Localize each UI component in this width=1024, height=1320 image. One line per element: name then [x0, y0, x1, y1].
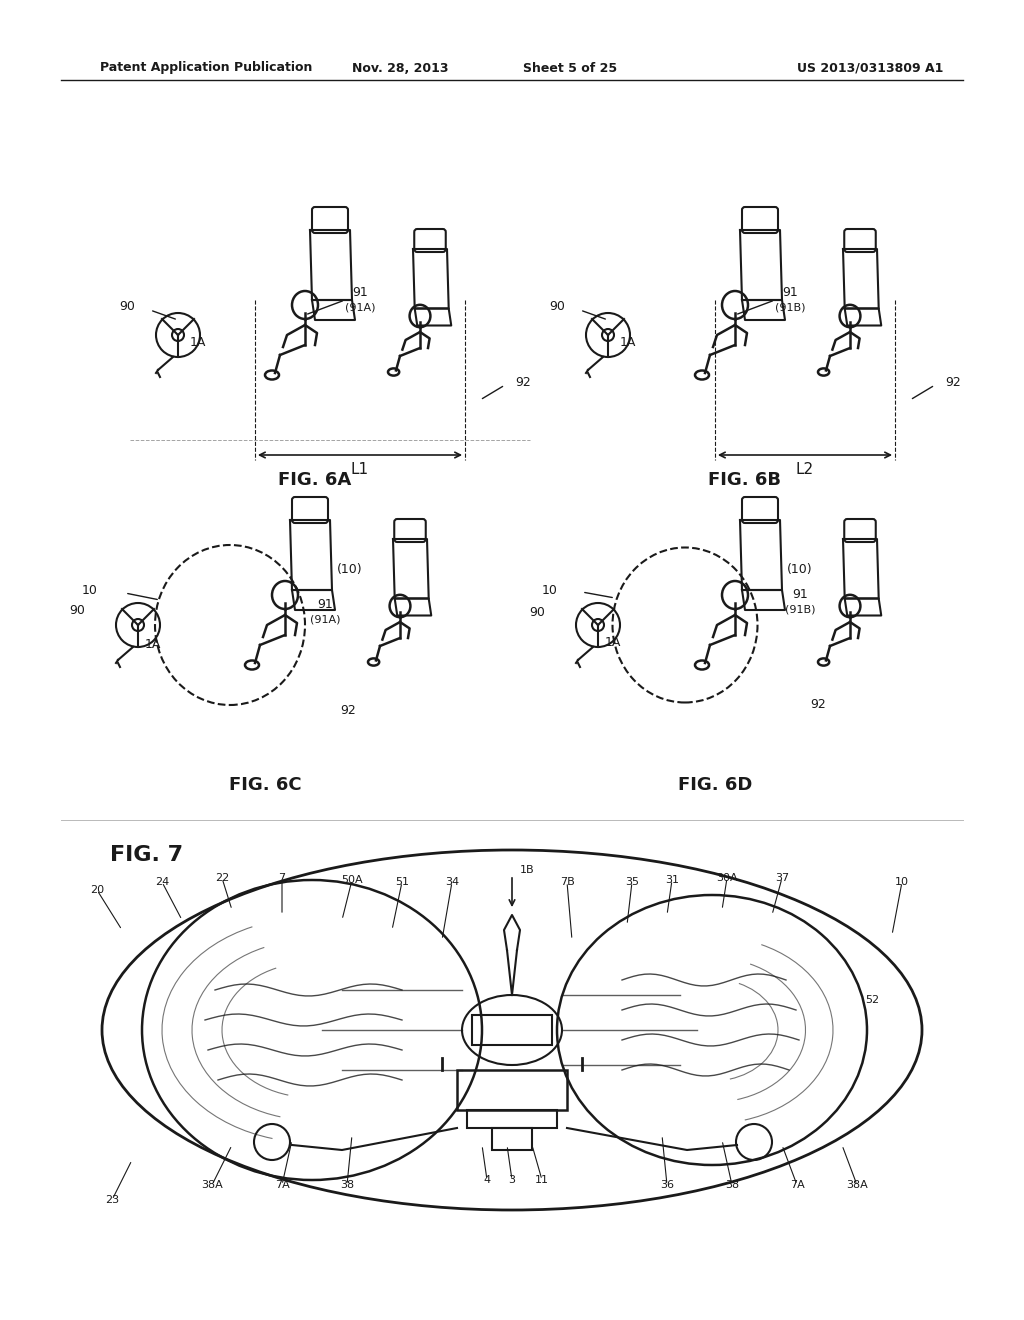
Text: 91: 91 — [317, 598, 333, 611]
Text: 22: 22 — [215, 873, 229, 883]
Text: 23: 23 — [104, 1195, 119, 1205]
Text: 38A: 38A — [846, 1180, 868, 1191]
Text: 7: 7 — [279, 873, 286, 883]
Text: (91B): (91B) — [775, 304, 805, 313]
Text: 51: 51 — [395, 876, 409, 887]
Text: (91A): (91A) — [345, 304, 375, 313]
Text: 90: 90 — [119, 301, 135, 314]
Bar — [457, 1071, 567, 1110]
Text: 1A: 1A — [620, 337, 636, 350]
Text: 90: 90 — [70, 603, 85, 616]
Text: (91B): (91B) — [784, 605, 815, 615]
Text: 92: 92 — [810, 698, 825, 711]
Text: 11: 11 — [535, 1175, 549, 1185]
Text: US 2013/0313809 A1: US 2013/0313809 A1 — [797, 62, 943, 74]
Text: Patent Application Publication: Patent Application Publication — [100, 62, 312, 74]
Text: (10): (10) — [787, 564, 813, 577]
Text: 35: 35 — [625, 876, 639, 887]
Text: FIG. 7: FIG. 7 — [110, 845, 183, 865]
Text: 7A: 7A — [274, 1180, 290, 1191]
Text: 1A: 1A — [190, 337, 207, 350]
Text: L1: L1 — [351, 462, 369, 478]
Text: 1B: 1B — [520, 865, 535, 875]
Text: (10): (10) — [337, 564, 362, 577]
Text: 1A: 1A — [605, 636, 622, 649]
Text: 38A: 38A — [201, 1180, 223, 1191]
Text: 92: 92 — [515, 375, 530, 388]
Text: 4: 4 — [483, 1175, 490, 1185]
Text: 92: 92 — [945, 375, 961, 388]
Text: 10: 10 — [895, 876, 909, 887]
Text: (91A): (91A) — [309, 615, 340, 624]
Text: 10: 10 — [82, 583, 98, 597]
Text: 90: 90 — [529, 606, 545, 619]
Bar — [467, 1110, 557, 1129]
Bar — [492, 1129, 532, 1150]
Text: 37: 37 — [775, 873, 790, 883]
Text: 36: 36 — [660, 1180, 674, 1191]
Text: 90: 90 — [549, 301, 565, 314]
Text: 10: 10 — [542, 583, 558, 597]
Text: 1A: 1A — [145, 639, 162, 652]
Text: 20: 20 — [90, 884, 104, 895]
Text: 38: 38 — [340, 1180, 354, 1191]
Text: 52: 52 — [865, 995, 879, 1005]
Text: FIG. 6A: FIG. 6A — [279, 471, 351, 488]
Text: FIG. 6D: FIG. 6D — [678, 776, 753, 795]
Text: 92: 92 — [340, 704, 355, 717]
Text: 50A: 50A — [341, 875, 362, 884]
Text: Nov. 28, 2013: Nov. 28, 2013 — [352, 62, 449, 74]
Text: 24: 24 — [155, 876, 169, 887]
Text: 91: 91 — [352, 286, 368, 300]
Text: 30A: 30A — [716, 873, 738, 883]
Text: 31: 31 — [665, 875, 679, 884]
Text: 3: 3 — [509, 1175, 515, 1185]
Text: 34: 34 — [445, 876, 459, 887]
Text: 7A: 7A — [790, 1180, 805, 1191]
Text: FIG. 6C: FIG. 6C — [228, 776, 301, 795]
Text: Sheet 5 of 25: Sheet 5 of 25 — [523, 62, 617, 74]
Text: 38: 38 — [725, 1180, 739, 1191]
Text: L2: L2 — [796, 462, 814, 478]
Text: 91: 91 — [782, 286, 798, 300]
Text: 7B: 7B — [560, 876, 574, 887]
Text: FIG. 6B: FIG. 6B — [709, 471, 781, 488]
Text: 91: 91 — [793, 589, 808, 602]
